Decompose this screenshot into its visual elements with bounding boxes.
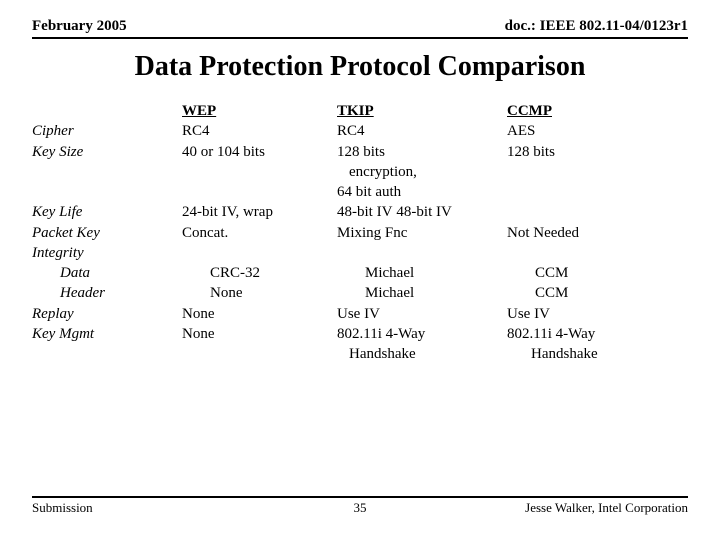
cell: Michael [365,283,535,303]
row-cipher: Cipher RC4 RC4 AES [32,121,688,141]
row-label: Cipher [32,121,182,141]
cell: 802.11i 4-Way [507,324,688,344]
row-keymgmt-cont: Handshake Handshake [32,344,688,364]
footer-page-number: 35 [354,500,367,516]
row-label: Key Life [32,202,182,222]
cell: 48-bit IV 48-bit IV [337,202,507,222]
header-docref: doc.: IEEE 802.11-04/0123r1 [505,18,688,35]
row-label: Replay [32,304,182,324]
table-header-row: WEP TKIP CCMP [32,101,688,121]
row-keylife: Key Life 24-bit IV, wrap 48-bit IV 48-bi… [32,202,688,222]
row-label: Key Mgmt [32,324,182,344]
cell-text: 48-bit IV [396,202,451,222]
footer-rule [32,496,688,498]
cell: 128 bits [507,142,688,162]
cell: 802.11i 4-Way [337,324,507,344]
row-integrity: Integrity [32,243,688,263]
cell: AES [507,121,688,141]
row-label: Key Size [32,142,182,162]
cell: CCM [535,283,688,303]
row-keysize-cont2: 64 bit auth [32,182,688,202]
cell: Handshake [519,344,688,364]
cell: CRC-32 [210,263,365,283]
cell: Use IV [337,304,507,324]
cell: 40 or 104 bits [182,142,337,162]
row-keysize-cont: encryption, [32,162,688,182]
row-keysize: Key Size 40 or 104 bits 128 bits 128 bit… [32,142,688,162]
col-head-ccmp: CCMP [507,101,688,121]
cell: 64 bit auth [337,182,507,202]
cell: 24-bit IV, wrap [182,202,337,222]
cell: Concat. [182,223,337,243]
row-data: Data CRC-32 Michael CCM [32,263,688,283]
comparison-table: WEP TKIP CCMP Cipher RC4 RC4 AES Key Siz… [32,101,688,364]
row-keymgmt: Key Mgmt None 802.11i 4-Way 802.11i 4-Wa… [32,324,688,344]
col-head-tkip: TKIP [337,101,507,121]
col-head-wep: WEP [182,101,337,121]
cell: Michael [365,263,535,283]
row-label: Integrity [32,243,182,263]
slide-footer: Submission 35 Jesse Walker, Intel Corpor… [32,496,688,516]
cell: None [182,324,337,344]
footer-author: Jesse Walker, Intel Corporation [525,500,688,516]
row-replay: Replay None Use IV Use IV [32,304,688,324]
slide-header: February 2005 doc.: IEEE 802.11-04/0123r… [32,18,688,39]
row-header: Header None Michael CCM [32,283,688,303]
header-date: February 2005 [32,18,127,35]
cell: Use IV [507,304,688,324]
slide-title: Data Protection Protocol Comparison [32,51,688,83]
cell: RC4 [182,121,337,141]
row-label: Data [32,263,210,283]
cell: None [210,283,365,303]
cell: CCM [535,263,688,283]
row-label: Packet Key [32,223,182,243]
cell: Not Needed [507,223,688,243]
cell-text: 48-bit IV [337,202,392,222]
cell: Mixing Fnc [337,223,507,243]
cell: encryption, [337,162,519,182]
row-packetkey: Packet Key Concat. Mixing Fnc Not Needed [32,223,688,243]
cell: RC4 [337,121,507,141]
row-label: Header [32,283,210,303]
footer-left: Submission [32,500,93,516]
cell: 128 bits [337,142,507,162]
cell: Handshake [337,344,519,364]
cell: None [182,304,337,324]
